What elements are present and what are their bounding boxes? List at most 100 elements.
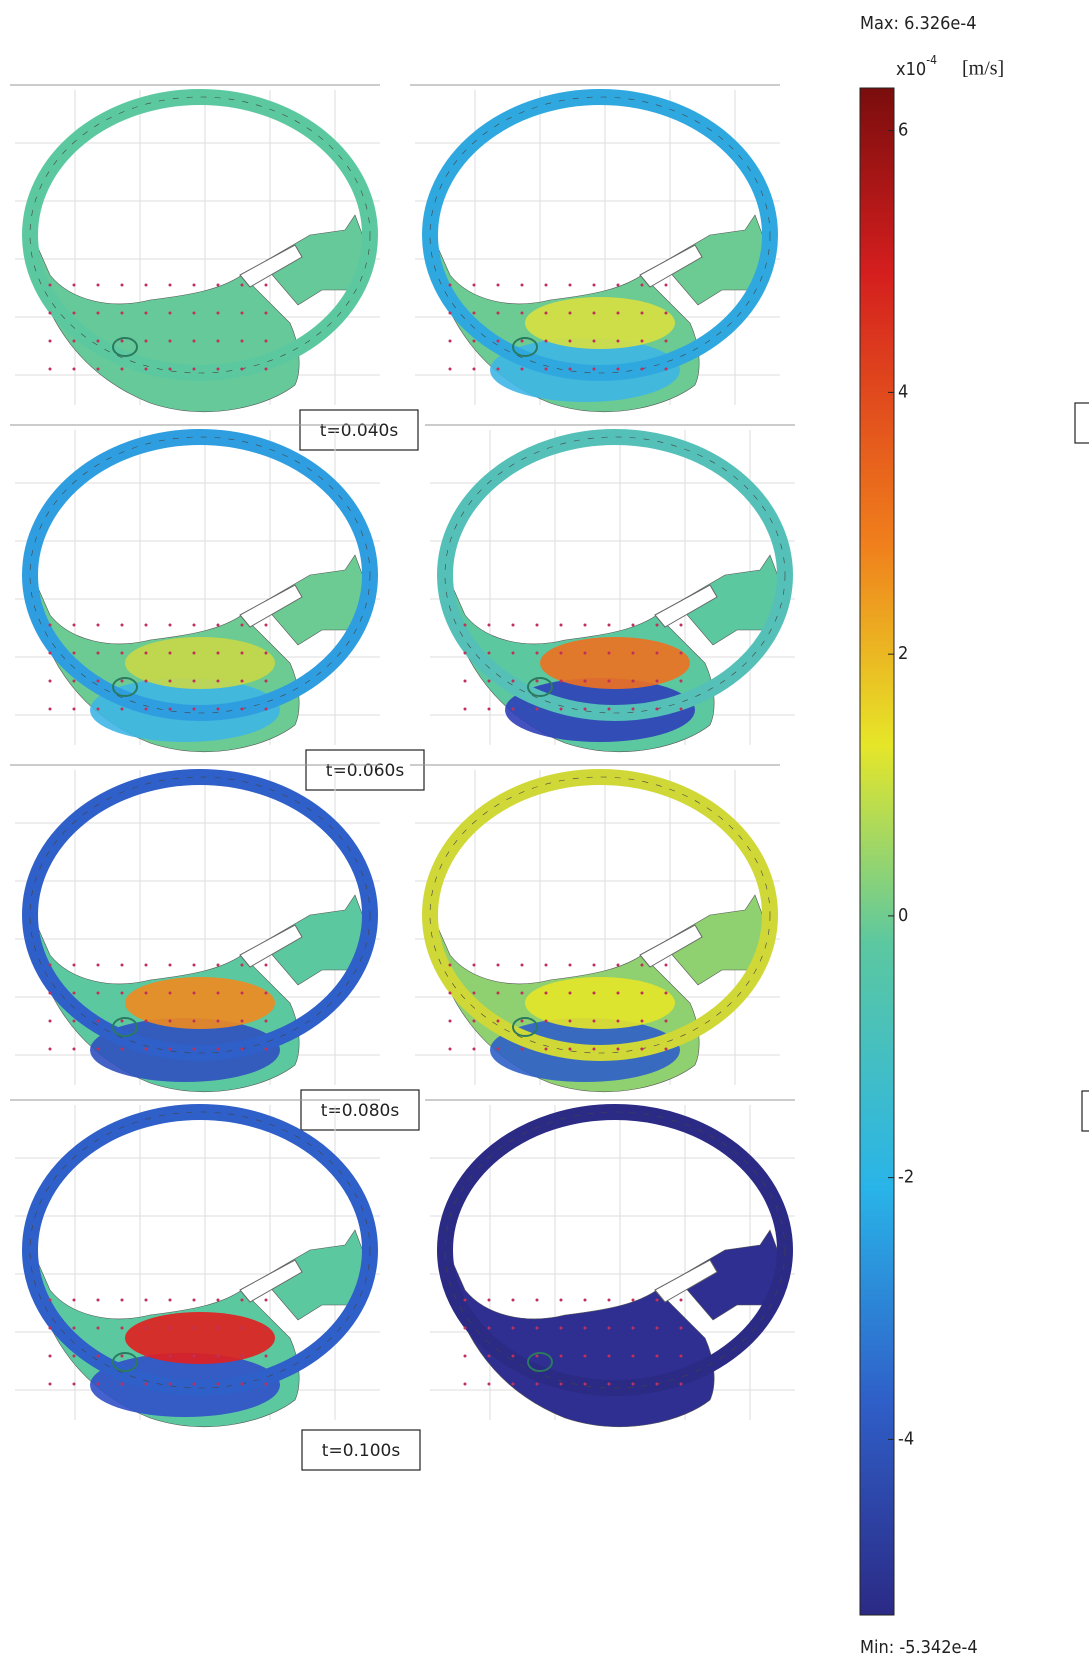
velocity-arrow bbox=[72, 1354, 76, 1358]
velocity-arrow bbox=[631, 707, 635, 711]
velocity-arrow bbox=[120, 963, 124, 967]
membrane-edge bbox=[29, 96, 371, 374]
membrane-edge bbox=[29, 1111, 371, 1389]
velocity-arrow bbox=[48, 311, 52, 315]
velocity-arrow bbox=[592, 367, 596, 371]
velocity-arrow bbox=[655, 1326, 659, 1330]
velocity-arrow bbox=[616, 339, 620, 343]
velocity-arrow bbox=[192, 1298, 196, 1302]
velocity-arrow bbox=[664, 963, 668, 967]
velocity-arrow bbox=[144, 339, 148, 343]
velocity-arrow bbox=[96, 679, 100, 683]
velocity-arrow bbox=[168, 339, 172, 343]
velocity-arrow bbox=[583, 651, 587, 655]
velocity-arrow bbox=[616, 1047, 620, 1051]
velocity-arrow bbox=[592, 311, 596, 315]
velocity-arrow bbox=[240, 651, 244, 655]
velocity-arrow bbox=[216, 1047, 220, 1051]
velocity-arrow bbox=[511, 651, 515, 655]
velocity-arrow bbox=[168, 679, 172, 683]
colorbar-max: Max: 6.326e-4 bbox=[860, 13, 977, 34]
velocity-arrow bbox=[120, 679, 124, 683]
velocity-arrow bbox=[511, 1382, 515, 1386]
velocity-arrow bbox=[463, 707, 467, 711]
hot-zone bbox=[525, 297, 675, 349]
velocity-arrow bbox=[216, 651, 220, 655]
velocity-arrow bbox=[592, 339, 596, 343]
velocity-arrow bbox=[472, 1047, 476, 1051]
velocity-arrow bbox=[168, 651, 172, 655]
velocity-arrow bbox=[144, 1326, 148, 1330]
velocity-arrow bbox=[48, 1019, 52, 1023]
velocity-arrow bbox=[96, 1382, 100, 1386]
round-window bbox=[512, 337, 538, 357]
velocity-arrow bbox=[264, 339, 268, 343]
velocity-arrow bbox=[264, 367, 268, 371]
velocity-arrow bbox=[496, 1047, 500, 1051]
velocity-arrow bbox=[559, 651, 563, 655]
velocity-arrow bbox=[631, 1382, 635, 1386]
round-window bbox=[512, 1017, 538, 1037]
time-box bbox=[1074, 402, 1089, 444]
time-box bbox=[299, 409, 419, 451]
velocity-arrow bbox=[240, 367, 244, 371]
velocity-arrow bbox=[496, 283, 500, 287]
velocity-arrow bbox=[240, 1326, 244, 1330]
velocity-arrow bbox=[640, 1019, 644, 1023]
velocity-arrow bbox=[144, 1047, 148, 1051]
membrane-edge bbox=[444, 436, 786, 714]
velocity-arrow bbox=[96, 1354, 100, 1358]
velocity-arrow bbox=[120, 1326, 124, 1330]
velocity-arrow bbox=[487, 1326, 491, 1330]
velocity-arrow bbox=[144, 991, 148, 995]
velocity-arrow bbox=[168, 311, 172, 315]
velocity-arrow bbox=[96, 367, 100, 371]
colorbar-tick-label: 6 bbox=[898, 120, 908, 141]
velocity-arrow bbox=[120, 1382, 124, 1386]
velocity-arrow bbox=[264, 679, 268, 683]
velocity-arrow bbox=[448, 311, 452, 315]
membrane-edge bbox=[444, 1111, 786, 1389]
round-window bbox=[527, 1352, 553, 1372]
velocity-arrow bbox=[568, 991, 572, 995]
velocity-arrow bbox=[583, 1326, 587, 1330]
velocity-arrow bbox=[520, 963, 524, 967]
velocity-arrow bbox=[616, 1019, 620, 1023]
velocity-arrow bbox=[655, 1382, 659, 1386]
membrane-edge bbox=[29, 776, 371, 1054]
velocity-arrow bbox=[168, 1382, 172, 1386]
velocity-arrow bbox=[640, 367, 644, 371]
velocity-arrow bbox=[463, 1382, 467, 1386]
velocity-arrow bbox=[168, 367, 172, 371]
gap bbox=[239, 1259, 303, 1303]
velocity-arrow bbox=[264, 623, 268, 627]
velocity-arrow bbox=[448, 991, 452, 995]
velocity-arrow bbox=[487, 1354, 491, 1358]
velocity-arrow bbox=[120, 991, 124, 995]
velocity-arrow bbox=[640, 339, 644, 343]
velocity-arrow bbox=[655, 1354, 659, 1358]
velocity-arrow bbox=[192, 991, 196, 995]
exponent: -4 bbox=[926, 53, 937, 67]
velocity-arrow bbox=[583, 1382, 587, 1386]
velocity-arrow bbox=[448, 963, 452, 967]
velocity-arrow bbox=[631, 1298, 635, 1302]
velocity-arrow bbox=[568, 339, 572, 343]
velocity-arrow bbox=[559, 1298, 563, 1302]
velocity-arrow bbox=[48, 339, 52, 343]
velocity-arrow bbox=[72, 1326, 76, 1330]
velocity-arrow bbox=[448, 339, 452, 343]
velocity-arrow bbox=[535, 679, 539, 683]
velocity-arrow bbox=[568, 311, 572, 315]
velocity-arrow bbox=[664, 991, 668, 995]
velocity-arrow bbox=[120, 339, 124, 343]
velocity-arrow bbox=[520, 991, 524, 995]
velocity-arrow bbox=[631, 679, 635, 683]
velocity-arrow bbox=[607, 1326, 611, 1330]
colorbar: Max: 6.326e-4 x10-4 [m/s] Min: -5.342e-4… bbox=[859, 13, 1004, 1658]
velocity-arrow bbox=[511, 1298, 515, 1302]
velocity-arrow bbox=[448, 283, 452, 287]
velocity-arrow bbox=[664, 339, 668, 343]
round-window bbox=[112, 1017, 138, 1037]
